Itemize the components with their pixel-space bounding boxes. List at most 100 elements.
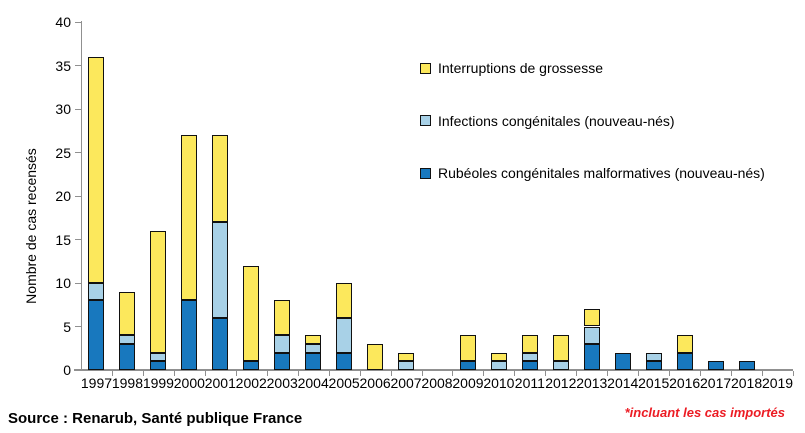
- y-axis-tick-label: 15: [55, 231, 71, 248]
- bar-segment-2007: [398, 361, 415, 370]
- x-axis-label-2001: 2001: [204, 375, 236, 391]
- y-axis-tick-label: 0: [63, 362, 71, 378]
- bar-segment-2000: [181, 135, 198, 301]
- bar-segment-2013: [583, 343, 600, 370]
- y-axis-tick: [75, 239, 81, 240]
- bar-segment-2012: [552, 335, 569, 362]
- x-axis-label-2014: 2014: [607, 375, 639, 391]
- y-axis-tick-label: 10: [55, 275, 71, 291]
- bar-segment-1999: [150, 352, 167, 362]
- bar-segment-2011: [521, 361, 538, 370]
- legend-item: Rubéoles congénitales malformatives (nou…: [420, 165, 765, 181]
- bar-segment-2003: [274, 300, 291, 336]
- bar-segment-2013: [583, 326, 600, 344]
- x-axis-label-2008: 2008: [421, 375, 453, 391]
- x-axis-tick: [142, 371, 144, 376]
- x-axis-tick: [545, 371, 547, 376]
- legend-item: Infections congénitales (nouveau-nés): [420, 113, 675, 129]
- bar-segment-2004: [305, 343, 322, 353]
- x-axis-tick: [111, 371, 113, 376]
- y-axis-tick: [75, 152, 81, 153]
- x-axis-label-1997: 1997: [80, 375, 113, 391]
- x-axis-tick: [235, 371, 237, 376]
- bar-segment-2015: [645, 352, 662, 362]
- x-axis-tick: [638, 371, 640, 376]
- bar-segment-2013: [583, 309, 600, 327]
- x-axis-tick: [173, 371, 175, 376]
- x-axis-label-1998: 1998: [111, 375, 143, 391]
- legend-item: Interruptions de grossesse: [420, 60, 603, 76]
- y-axis-tick-label: 40: [55, 14, 71, 30]
- bar-segment-2016: [676, 352, 693, 370]
- bar-segment-2011: [521, 335, 538, 353]
- bar-segment-2009: [459, 361, 476, 370]
- x-axis-label-2015: 2015: [638, 375, 670, 391]
- bar-segment-1998: [119, 335, 136, 344]
- x-axis-line: [74, 369, 793, 371]
- x-axis-label-2012: 2012: [545, 375, 577, 391]
- x-axis-tick: [452, 371, 454, 376]
- bar-segment-2002: [243, 361, 260, 370]
- legend-swatch-icon: [420, 115, 431, 126]
- bar-segment-2005: [336, 352, 353, 370]
- bar-segment-1997: [88, 56, 105, 283]
- imported-cases-footnote: *incluant les cas importés: [624, 405, 785, 420]
- y-axis-tick-label: 35: [55, 57, 71, 74]
- x-axis-label-2000: 2000: [173, 375, 205, 391]
- bar-segment-2006: [367, 343, 384, 370]
- y-axis-tick: [75, 326, 81, 327]
- legend-swatch-icon: [420, 167, 431, 179]
- x-axis-label-2010: 2010: [483, 375, 515, 391]
- y-axis-tick: [75, 369, 81, 371]
- bar-segment-2003: [274, 352, 291, 370]
- x-axis-tick: [607, 371, 609, 376]
- y-axis-tick-label: 20: [55, 188, 71, 204]
- x-axis-label-2004: 2004: [297, 375, 329, 391]
- bar-segment-2018: [738, 361, 755, 370]
- bar-segment-2005: [336, 283, 353, 318]
- y-axis-tick: [75, 108, 81, 110]
- y-axis-tick-label: 30: [55, 101, 71, 117]
- bar-segment-2011: [521, 352, 538, 362]
- x-axis-label-2019: 2019: [761, 375, 794, 391]
- y-axis-tick-label: 5: [63, 318, 71, 335]
- x-axis-label-2016: 2016: [669, 375, 701, 391]
- x-axis-tick: [576, 371, 578, 376]
- legend-label: Rubéoles congénitales malformatives (nou…: [438, 165, 765, 181]
- x-axis-tick: [731, 371, 733, 376]
- bar-segment-2004: [305, 352, 322, 370]
- x-axis-label-2018: 2018: [730, 375, 763, 391]
- x-axis-label-2009: 2009: [452, 375, 484, 391]
- bar-segment-2014: [614, 352, 631, 370]
- bar-segment-2001: [212, 222, 229, 318]
- bar-segment-1999: [150, 230, 167, 353]
- x-axis-tick: [700, 371, 702, 376]
- source-note: Source : Renarub, Santé publique France: [8, 410, 303, 427]
- x-axis-label-2005: 2005: [328, 375, 360, 391]
- y-axis-tick-label: 25: [55, 144, 71, 161]
- x-axis-tick: [793, 371, 794, 376]
- bar-segment-2010: [490, 361, 507, 370]
- bar-segment-2001: [212, 135, 229, 223]
- bar-segment-2005: [336, 317, 353, 353]
- x-axis-tick: [390, 371, 392, 376]
- x-axis-label-2017: 2017: [700, 375, 732, 391]
- x-axis-tick: [328, 371, 330, 376]
- y-axis-tick: [75, 65, 81, 66]
- x-axis-label-1999: 1999: [142, 375, 174, 391]
- bar-segment-1998: [119, 343, 136, 370]
- bar-segment-2007: [398, 352, 415, 362]
- bar-segment-1997: [88, 300, 105, 370]
- x-axis-tick: [762, 371, 764, 376]
- x-axis-tick: [359, 371, 361, 376]
- bar-segment-1999: [150, 361, 167, 370]
- x-axis-label-2006: 2006: [359, 375, 391, 391]
- x-axis-label-2002: 2002: [235, 375, 267, 391]
- y-axis-tick: [75, 21, 81, 23]
- bar-segment-2015: [645, 361, 662, 370]
- y-axis-line: [81, 21, 82, 371]
- x-axis-tick: [297, 371, 299, 376]
- bar-segment-1998: [119, 291, 136, 336]
- x-axis-tick: [266, 371, 268, 376]
